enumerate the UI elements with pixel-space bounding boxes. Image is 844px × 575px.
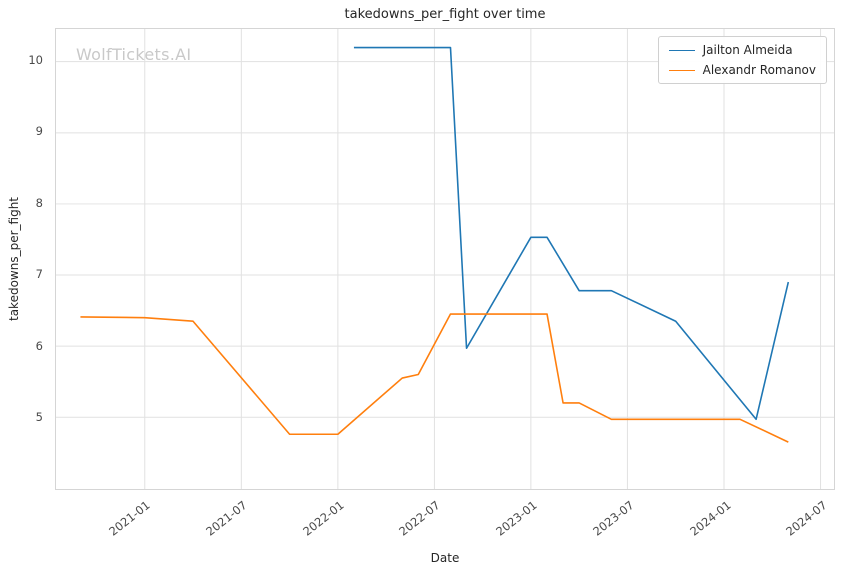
plot-canvas — [56, 29, 834, 489]
legend-item: Jailton Almeida — [668, 43, 816, 57]
legend: Jailton Almeida Alexandr Romanov — [657, 36, 827, 84]
legend-line-sample-orange — [668, 69, 695, 71]
watermark: WolfTickets.AI — [76, 45, 192, 64]
x-axis-label: Date — [430, 551, 460, 565]
y-tick-label: 10 — [28, 52, 43, 67]
y-tick-label: 8 — [35, 195, 43, 210]
y-tick-label: 6 — [35, 338, 43, 353]
series-line-jailton-almeida — [353, 46, 790, 421]
x-axis-ticks: 2021-01 2021-07 2022-01 2022-07 2023-01 2023-… — [55, 490, 835, 552]
chart-title: takedowns_per_fight over time — [344, 7, 546, 22]
x-tick-label: 2022-01 — [299, 498, 347, 539]
y-axis-ticks: 5 6 7 8 9 10 — [0, 28, 49, 490]
plot-area: WolfTickets.AI Jailton Almeida Alexandr … — [55, 28, 835, 490]
x-tick-label: 2024-07 — [783, 498, 831, 539]
series-line-alexandr-romanov — [80, 313, 789, 443]
x-tick-label: 2021-01 — [106, 498, 153, 539]
x-tick-label: 2021-07 — [202, 498, 250, 539]
legend-item: Alexandr Romanov — [668, 63, 816, 77]
y-tick-label: 7 — [35, 267, 43, 282]
x-tick-label: 2024-01 — [686, 498, 734, 539]
legend-label: Jailton Almeida — [702, 43, 793, 57]
y-tick-label: 9 — [35, 124, 43, 139]
x-tick-label: 2023-01 — [493, 498, 540, 539]
x-tick-label: 2023-07 — [590, 498, 637, 539]
legend-label: Alexandr Romanov — [702, 63, 816, 77]
y-tick-label: 5 — [35, 409, 43, 424]
x-tick-label: 2022-07 — [396, 498, 444, 539]
legend-line-sample-blue — [668, 49, 695, 51]
